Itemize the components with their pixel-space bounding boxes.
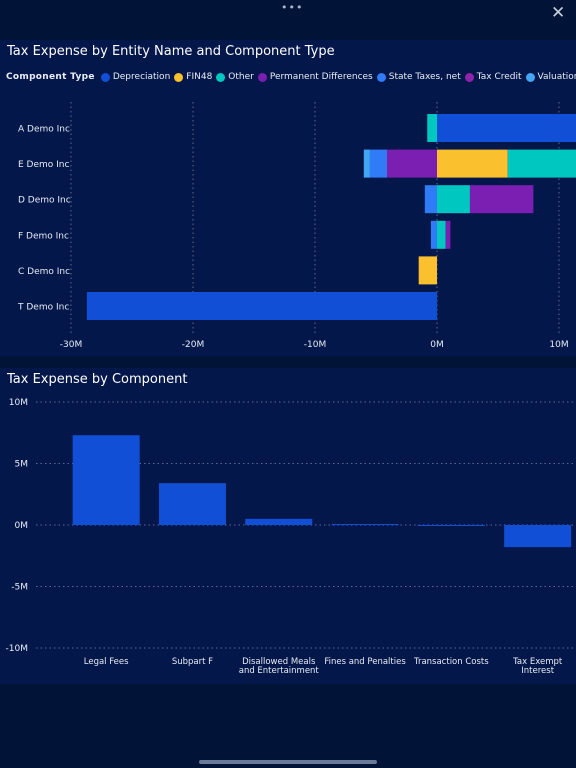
legend-swatch [464, 72, 474, 82]
y-tick-label: 5M [15, 460, 29, 470]
chart2-title: Tax Expense by Component [7, 372, 188, 387]
bar-segment[interactable] [445, 220, 451, 249]
bar-segment[interactable] [437, 185, 470, 214]
bar[interactable] [72, 435, 140, 525]
x-category-label: Fines and Penalties [324, 657, 406, 667]
x-category-label: Legal Fees [84, 657, 129, 667]
more-dots-icon[interactable]: ••• [281, 1, 304, 14]
y-tick-label: -5M [11, 583, 28, 593]
bar-segment[interactable] [386, 149, 437, 178]
x-category-label: Transaction Costs [413, 657, 489, 667]
bar[interactable] [504, 525, 572, 548]
legend-item[interactable]: Tax Credit [464, 72, 522, 82]
legend-item[interactable]: Valuation Allowance [525, 72, 576, 82]
bar[interactable] [417, 525, 485, 526]
x-category-label: Tax Exempt [512, 657, 563, 667]
legend-item[interactable]: FIN48 [174, 72, 212, 82]
close-icon[interactable]: ✕ [551, 3, 566, 23]
y-tick-label: -10M [6, 644, 28, 654]
legend-item[interactable]: Other [216, 72, 254, 82]
bar-segment[interactable] [363, 149, 370, 178]
y-tick-label: 0M [15, 521, 29, 531]
x-tick-label: -30M [60, 340, 82, 350]
y-category-label: F Demo Inc [18, 231, 69, 241]
bar-segment[interactable] [86, 292, 438, 320]
legend-label: FIN48 [186, 72, 213, 82]
x-category-label: Interest [521, 666, 554, 676]
legend-label: Tax Credit [476, 72, 522, 82]
chart1-title: Tax Expense by Entity Name and Component… [7, 44, 335, 59]
legend-item[interactable]: Permanent Differences [257, 72, 373, 82]
x-category-label: Subpart F [172, 657, 213, 667]
legend-swatch [216, 72, 226, 82]
legend-swatch [257, 72, 267, 82]
chart1-plot: -30M -20M -10M 0M 10M A Demo Inc E Demo Inc D D… [17, 102, 576, 350]
y-tick-label: 10M [9, 398, 28, 408]
chart1-legend: Component Type Depreciation FIN48 Other Per… [6, 72, 576, 82]
legend-item[interactable]: Depreciation [100, 72, 171, 82]
bar[interactable] [331, 524, 399, 526]
x-tick-label: -20M [182, 340, 204, 350]
y-category-label: E Demo Inc [18, 160, 70, 170]
bar-segment[interactable] [469, 185, 534, 214]
x-tick-label: 0M [430, 340, 444, 350]
home-indicator [199, 760, 377, 764]
bar-segment[interactable] [424, 185, 437, 214]
x-tick-label: 10M [549, 340, 568, 350]
y-category-label: C Demo Inc [18, 267, 70, 277]
entity-component-chart-panel: Tax Expense by Entity Name and Component… [0, 40, 576, 356]
bar-segment[interactable] [369, 149, 387, 178]
legend-item[interactable]: State Taxes, net [376, 72, 461, 82]
legend-swatch [100, 72, 110, 82]
legend-label: State Taxes, net [388, 72, 461, 82]
legend-label: Depreciation [112, 72, 171, 82]
bar[interactable] [245, 518, 313, 525]
bar-segment[interactable] [437, 114, 576, 142]
chart2-plot: 10M 5M 0M -5M -10M Legal Fees Subpart F Disallo… [6, 398, 576, 676]
x-category-label: Disallowed Meals [242, 657, 316, 667]
legend-swatch [525, 72, 535, 82]
component-chart-panel: Tax Expense by Component 10M 5M 0M -5M -10M L… [0, 368, 576, 684]
legend-title: Component Type [6, 72, 95, 82]
legend-swatch [174, 72, 184, 82]
legend-swatch [376, 72, 386, 82]
bar-segment[interactable] [430, 220, 437, 249]
bar[interactable] [158, 483, 226, 525]
y-category-label: T Demo Inc [17, 303, 69, 313]
legend-label: Other [228, 72, 254, 82]
window-top-bar: ••• ✕ [0, 0, 576, 40]
x-category-label: and Entertainment [239, 666, 320, 676]
bar-segment[interactable] [437, 149, 508, 178]
legend-label: Permanent Differences [269, 72, 373, 82]
x-tick-label: -10M [304, 340, 326, 350]
y-category-label: D Demo Inc [18, 196, 71, 206]
bar-segment[interactable] [437, 220, 446, 249]
legend-label: Valuation Allowance [537, 72, 576, 82]
y-category-label: A Demo Inc [18, 125, 70, 135]
bar-segment[interactable] [418, 256, 437, 285]
bar-segment[interactable] [507, 149, 576, 178]
bar-segment[interactable] [427, 114, 437, 142]
